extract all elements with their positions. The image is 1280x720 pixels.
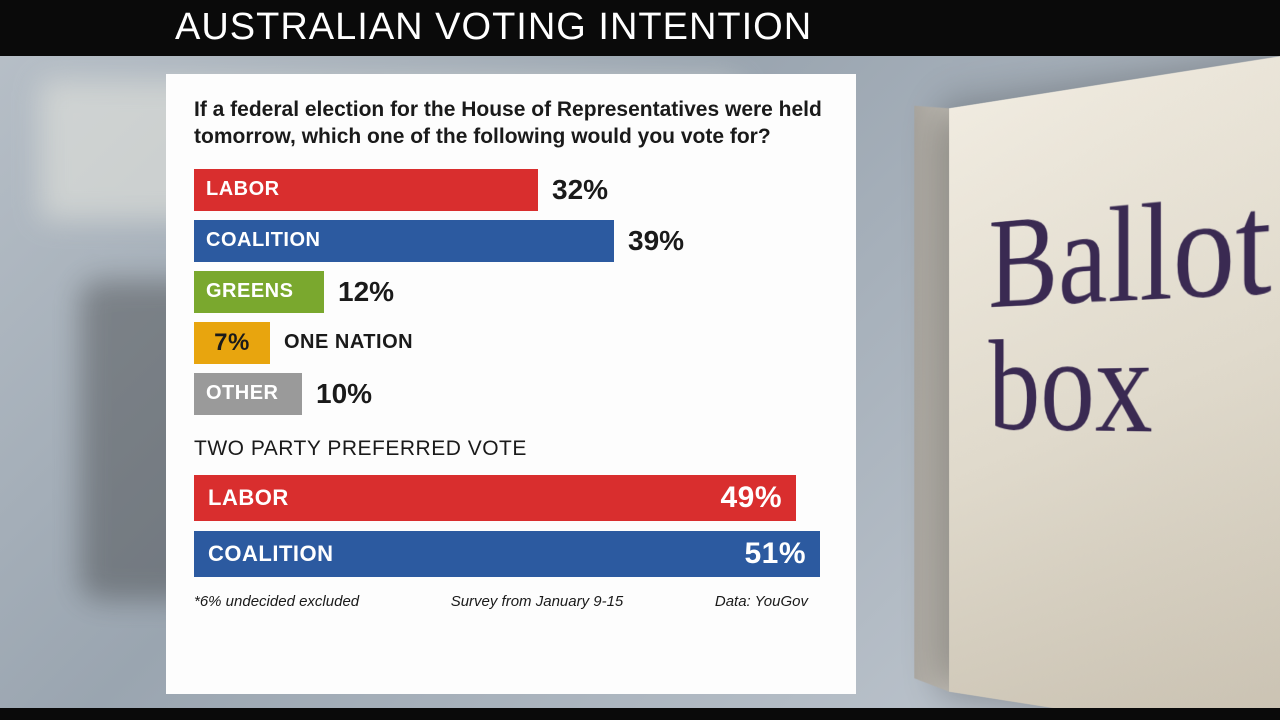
- bar-row-labor: LABOR 32%: [194, 169, 828, 211]
- ballot-text-2: box: [989, 314, 1272, 453]
- infographic-stage: Ballot box AUSTRALIAN VOTING INTENTION I…: [0, 0, 1280, 720]
- poll-question: If a federal election for the House of R…: [194, 96, 828, 151]
- bar-pct: 10%: [316, 378, 372, 410]
- bar-row-coalition: COALITION 39%: [194, 220, 828, 262]
- tpp-pct: 49%: [720, 481, 782, 515]
- bar-label: GREENS: [194, 271, 324, 313]
- bar-pct: 7%: [214, 329, 250, 357]
- bar-row-other: OTHER 10%: [194, 373, 828, 415]
- bar-label: OTHER: [194, 373, 302, 415]
- main-title: AUSTRALIAN VOTING INTENTION: [175, 6, 812, 49]
- primary-vote-chart: LABOR 32% COALITION 39% GREENS 12% 7% ONE NATIO…: [194, 169, 828, 415]
- bar-label: ONE NATION: [284, 331, 413, 354]
- tpp-bar: COALITION 51%: [194, 531, 820, 577]
- tpp-label: COALITION: [208, 541, 334, 567]
- footnote-left: *6% undecided excluded: [194, 593, 359, 610]
- tpp-chart: LABOR 49% COALITION 51%: [194, 475, 828, 577]
- tpp-row-labor: LABOR 49%: [194, 475, 828, 521]
- bottom-bar: [0, 708, 1280, 720]
- bar: 7%: [194, 322, 270, 364]
- bar-pct: 39%: [628, 225, 684, 257]
- content-card: If a federal election for the House of R…: [166, 74, 856, 694]
- footnote-center: Survey from January 9-15: [451, 593, 624, 610]
- footnote-right: Data: YouGov: [715, 593, 808, 610]
- tpp-label: LABOR: [208, 485, 289, 511]
- bar-row-one-nation: 7% ONE NATION: [194, 322, 828, 364]
- bar-pct: 32%: [552, 174, 608, 206]
- tpp-heading: TWO PARTY PREFERRED VOTE: [194, 437, 828, 461]
- footnotes: *6% undecided excluded Survey from Janua…: [194, 593, 828, 610]
- bar-label: COALITION: [194, 220, 614, 262]
- ballot-box-graphic: Ballot box: [949, 50, 1280, 720]
- tpp-bar: LABOR 49%: [194, 475, 796, 521]
- ballot-text-1: Ballot: [989, 175, 1272, 326]
- bar-pct: 12%: [338, 276, 394, 308]
- tpp-pct: 51%: [744, 537, 806, 571]
- bar-label: LABOR: [194, 169, 538, 211]
- bar-row-greens: GREENS 12%: [194, 271, 828, 313]
- tpp-row-coalition: COALITION 51%: [194, 531, 828, 577]
